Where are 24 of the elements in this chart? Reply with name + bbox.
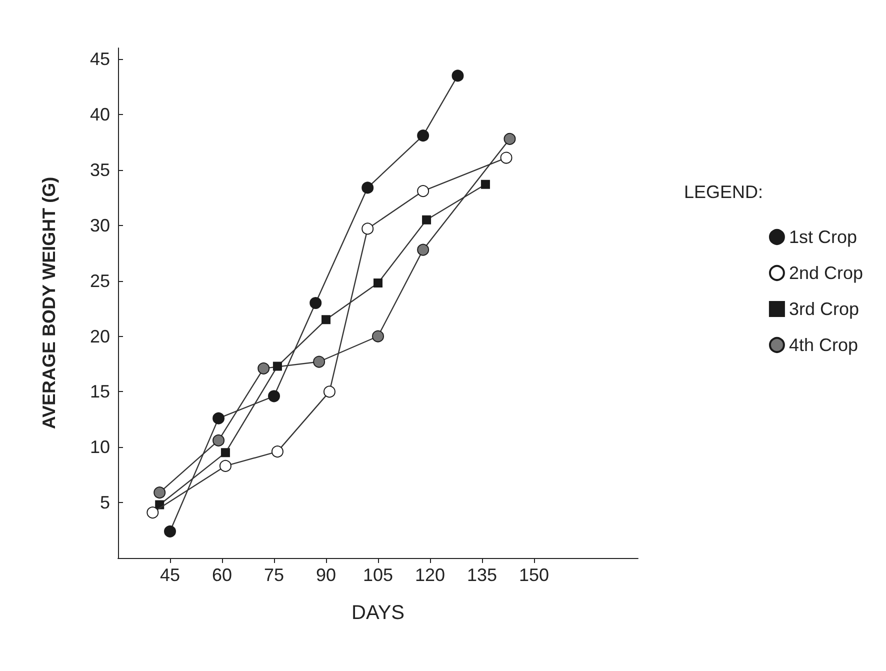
x-tick-label: 120	[414, 565, 446, 585]
y-tick-label: 15	[90, 382, 110, 402]
x-tick-label: 105	[362, 565, 394, 585]
legend-label: 4th Crop	[788, 335, 858, 355]
y-tick-label: 30	[90, 215, 110, 236]
y-tick-label: 25	[90, 270, 110, 291]
legend-label: 2nd Crop	[788, 263, 864, 283]
y-tick-label: 10	[90, 437, 110, 458]
y-tick-label: 45	[90, 49, 110, 70]
x-tick-label: 150	[518, 565, 550, 585]
x-tick-label: 75	[264, 565, 284, 585]
x-tick-label: 135	[466, 565, 498, 585]
x-tick-label: 60	[212, 565, 232, 585]
legend-title: LEGEND:	[684, 182, 764, 202]
y-tick-label: 20	[90, 326, 110, 346]
legend-label: 1st Crop	[788, 227, 857, 247]
x-tick-label: 45	[160, 565, 180, 585]
x-axis-title: DAYS	[352, 602, 404, 624]
x-tick-label: 90	[316, 565, 336, 585]
y-tick-label: 35	[90, 160, 110, 180]
y-tick-label: 5	[100, 492, 110, 513]
legend-label: 3rd Crop	[788, 299, 859, 319]
y-axis-title: AVERAGE BODY WEIGHT (G)	[39, 176, 59, 430]
y-tick-label: 40	[90, 104, 110, 125]
